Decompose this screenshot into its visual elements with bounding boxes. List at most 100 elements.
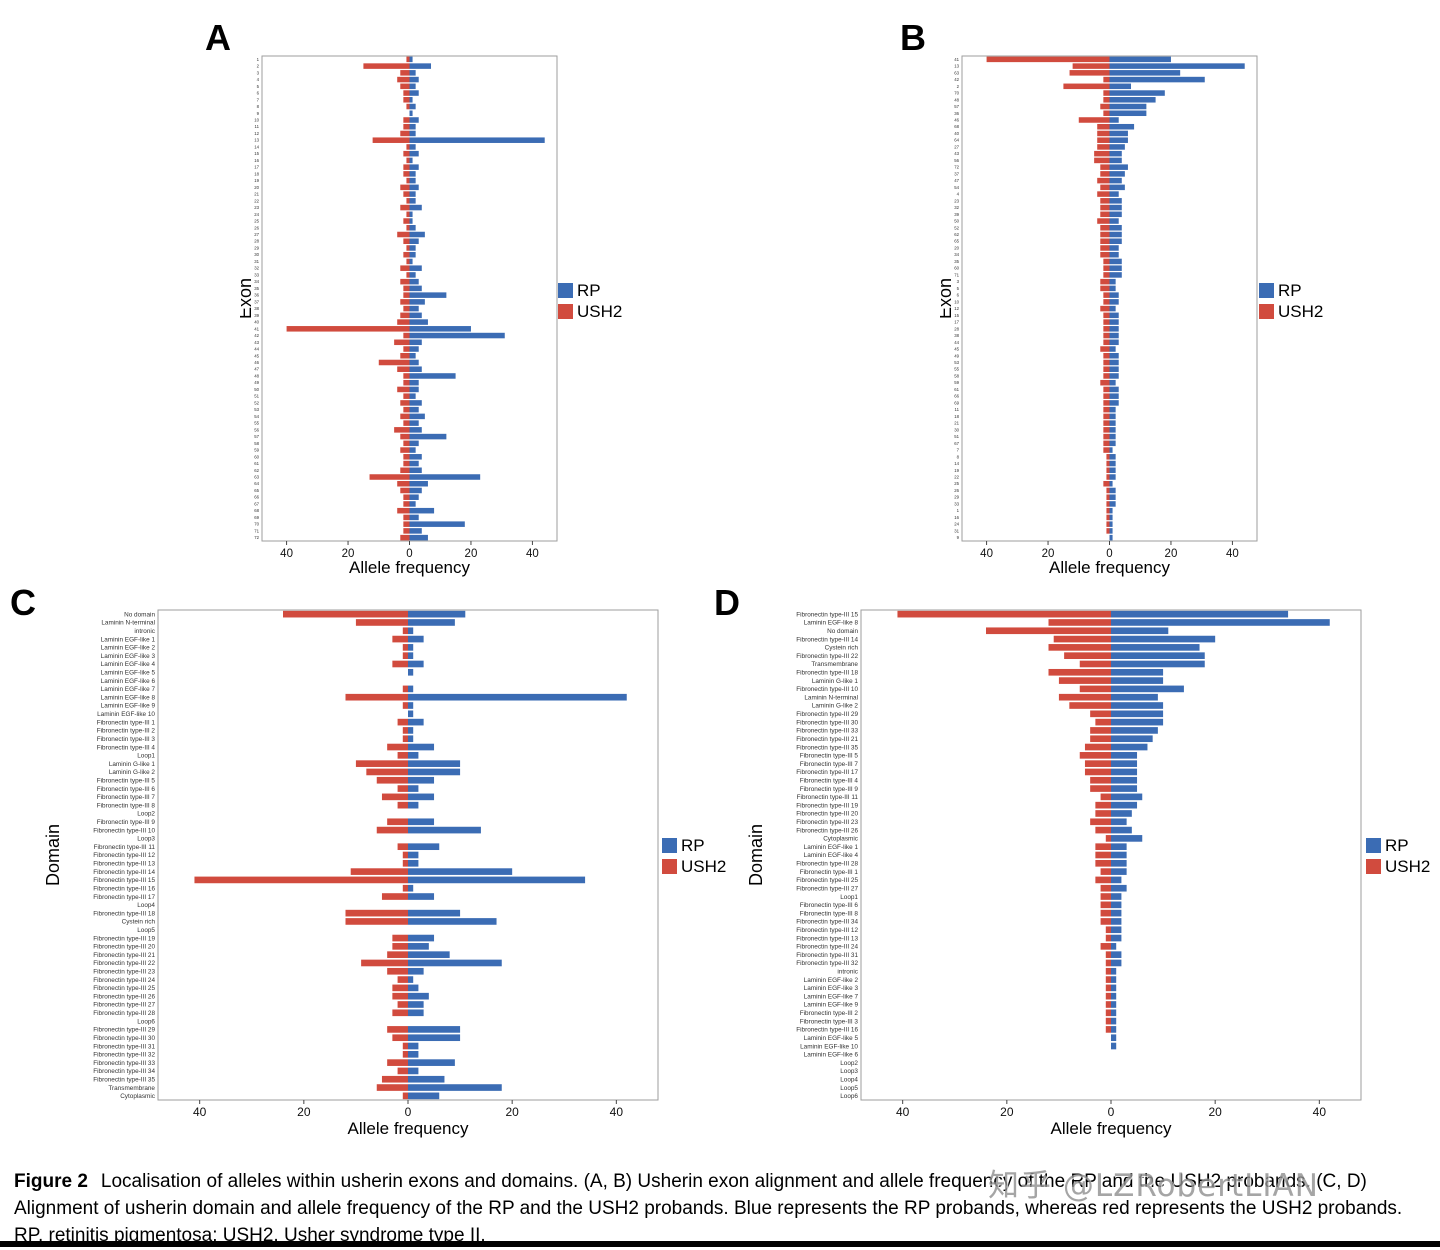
svg-text:Loop3: Loop3 bbox=[137, 836, 155, 843]
svg-text:Domain: Domain bbox=[43, 824, 63, 886]
svg-text:Fibronectin type-III 19: Fibronectin type-III 19 bbox=[93, 935, 155, 942]
svg-text:Transmembrane: Transmembrane bbox=[811, 661, 858, 668]
svg-text:51: 51 bbox=[954, 434, 959, 439]
svg-text:29: 29 bbox=[954, 495, 959, 500]
svg-text:Laminin EGF-like 4: Laminin EGF-like 4 bbox=[804, 852, 859, 859]
svg-text:49: 49 bbox=[954, 353, 959, 358]
svg-text:63: 63 bbox=[254, 475, 259, 480]
legend-row-ush2: USH2 bbox=[662, 857, 726, 876]
svg-text:32: 32 bbox=[954, 205, 959, 210]
svg-text:16: 16 bbox=[954, 515, 959, 520]
svg-text:Laminin N-terminal: Laminin N-terminal bbox=[101, 620, 155, 627]
svg-text:Fibronectin type-III 17: Fibronectin type-III 17 bbox=[796, 769, 858, 776]
ush2-color-swatch bbox=[1259, 304, 1274, 319]
svg-text:Fibronectin type-III 24: Fibronectin type-III 24 bbox=[93, 977, 155, 984]
svg-text:Laminin EGF-like 1: Laminin EGF-like 1 bbox=[101, 636, 156, 643]
svg-text:Fibronectin type-III 1: Fibronectin type-III 1 bbox=[800, 869, 859, 876]
svg-text:Fibronectin type-III 6: Fibronectin type-III 6 bbox=[97, 786, 156, 793]
svg-text:Fibronectin type-III 3: Fibronectin type-III 3 bbox=[97, 736, 156, 743]
svg-text:20: 20 bbox=[1042, 548, 1055, 560]
svg-text:Cytoplasmic: Cytoplasmic bbox=[120, 1093, 156, 1100]
svg-text:50: 50 bbox=[954, 219, 959, 224]
chart-B-allele-frequency-by-exon-sorted: 41 13 63 42 2 70 48 57 36 46 68 40 64 27 43 56 72 37 47 54 4… bbox=[940, 52, 1270, 580]
rp-color-swatch bbox=[558, 283, 573, 298]
svg-text:Fibronectin type-III 6: Fibronectin type-III 6 bbox=[800, 902, 859, 909]
svg-text:Cystein rich: Cystein rich bbox=[825, 645, 859, 652]
svg-text:Fibronectin type-III 22: Fibronectin type-III 22 bbox=[93, 960, 155, 967]
svg-text:41: 41 bbox=[254, 326, 259, 331]
svg-text:20: 20 bbox=[954, 245, 959, 250]
legend-A: RP USH2 bbox=[558, 281, 622, 321]
svg-text:58: 58 bbox=[954, 373, 959, 378]
svg-text:25: 25 bbox=[954, 481, 959, 486]
rp-legend-label: RP bbox=[681, 835, 705, 855]
svg-text:20: 20 bbox=[1165, 548, 1178, 560]
svg-text:40: 40 bbox=[254, 320, 259, 325]
svg-text:4: 4 bbox=[957, 192, 960, 197]
svg-text:Fibronectin type-III 22: Fibronectin type-III 22 bbox=[796, 653, 858, 660]
svg-text:20: 20 bbox=[505, 1105, 519, 1119]
svg-text:13: 13 bbox=[254, 138, 259, 143]
svg-text:Fibronectin type-III 15: Fibronectin type-III 15 bbox=[796, 611, 858, 618]
svg-text:No domain: No domain bbox=[124, 611, 155, 618]
svg-text:14: 14 bbox=[954, 461, 959, 466]
svg-text:15: 15 bbox=[954, 313, 959, 318]
svg-text:Loop4: Loop4 bbox=[840, 1076, 858, 1083]
svg-text:33: 33 bbox=[254, 272, 259, 277]
svg-text:48: 48 bbox=[254, 373, 259, 378]
svg-text:Fibronectin type-III 4: Fibronectin type-III 4 bbox=[97, 744, 156, 751]
svg-text:31: 31 bbox=[254, 259, 259, 264]
svg-text:Allele frequency: Allele frequency bbox=[348, 1119, 469, 1138]
svg-text:34: 34 bbox=[254, 279, 259, 284]
svg-text:2: 2 bbox=[957, 84, 960, 89]
svg-text:64: 64 bbox=[954, 138, 959, 143]
svg-text:Fibronectin type-III 13: Fibronectin type-III 13 bbox=[796, 935, 858, 942]
svg-text:Fibronectin type-III 26: Fibronectin type-III 26 bbox=[796, 827, 858, 834]
svg-text:23: 23 bbox=[954, 198, 959, 203]
svg-text:15: 15 bbox=[254, 151, 259, 156]
svg-text:12: 12 bbox=[254, 131, 259, 136]
svg-text:Exon: Exon bbox=[940, 278, 955, 319]
svg-text:Fibronectin type-III 21: Fibronectin type-III 21 bbox=[796, 736, 858, 743]
svg-text:60: 60 bbox=[254, 454, 259, 459]
svg-text:11: 11 bbox=[955, 407, 960, 412]
svg-text:53: 53 bbox=[254, 407, 259, 412]
svg-text:56: 56 bbox=[254, 427, 259, 432]
svg-text:Fibronectin type-III 12: Fibronectin type-III 12 bbox=[796, 927, 858, 934]
svg-text:Fibronectin type-III 23: Fibronectin type-III 23 bbox=[93, 969, 155, 976]
svg-text:14: 14 bbox=[254, 144, 259, 149]
svg-text:67: 67 bbox=[254, 501, 259, 506]
svg-text:Laminin EGF-like 9: Laminin EGF-like 9 bbox=[804, 1002, 859, 1009]
svg-text:Laminin EGF-like 7: Laminin EGF-like 7 bbox=[101, 686, 156, 693]
legend-D: RP USH2 bbox=[1366, 836, 1430, 876]
svg-text:Laminin EGF-like 3: Laminin EGF-like 3 bbox=[804, 985, 859, 992]
figure-caption: Figure 2 Localisation of alleles within u… bbox=[14, 1169, 1428, 1250]
svg-text:Allele frequency: Allele frequency bbox=[1049, 558, 1170, 577]
svg-text:70: 70 bbox=[254, 522, 259, 527]
svg-text:No domain: No domain bbox=[827, 628, 858, 635]
svg-text:Domain: Domain bbox=[746, 824, 766, 886]
bottom-edge-bar bbox=[0, 1241, 1440, 1247]
svg-text:16: 16 bbox=[254, 158, 259, 163]
svg-text:40: 40 bbox=[980, 548, 993, 560]
panel-D-letter: D bbox=[714, 582, 740, 623]
svg-text:0: 0 bbox=[406, 548, 412, 560]
svg-text:Fibronectin type-III 14: Fibronectin type-III 14 bbox=[796, 636, 858, 643]
svg-text:30: 30 bbox=[954, 427, 959, 432]
svg-text:54: 54 bbox=[254, 414, 259, 419]
svg-text:32: 32 bbox=[254, 266, 259, 271]
svg-text:Laminin EGF-like 1: Laminin EGF-like 1 bbox=[804, 844, 859, 851]
svg-text:21: 21 bbox=[954, 421, 959, 426]
svg-text:Fibronectin type-III 20: Fibronectin type-III 20 bbox=[796, 811, 858, 818]
svg-text:Fibronectin type-III 30: Fibronectin type-III 30 bbox=[93, 1035, 155, 1042]
svg-text:Fibronectin type-III 9: Fibronectin type-III 9 bbox=[97, 819, 156, 826]
svg-text:40: 40 bbox=[610, 1105, 624, 1119]
svg-text:39: 39 bbox=[954, 212, 959, 217]
svg-text:Fibronectin type-III 10: Fibronectin type-III 10 bbox=[93, 827, 155, 834]
ush2-legend-label: USH2 bbox=[681, 856, 727, 876]
svg-text:Laminin EGF-like 8: Laminin EGF-like 8 bbox=[804, 620, 859, 627]
svg-text:Fibronectin type-III 33: Fibronectin type-III 33 bbox=[796, 728, 858, 735]
svg-text:42: 42 bbox=[254, 333, 259, 338]
svg-text:56: 56 bbox=[954, 158, 959, 163]
